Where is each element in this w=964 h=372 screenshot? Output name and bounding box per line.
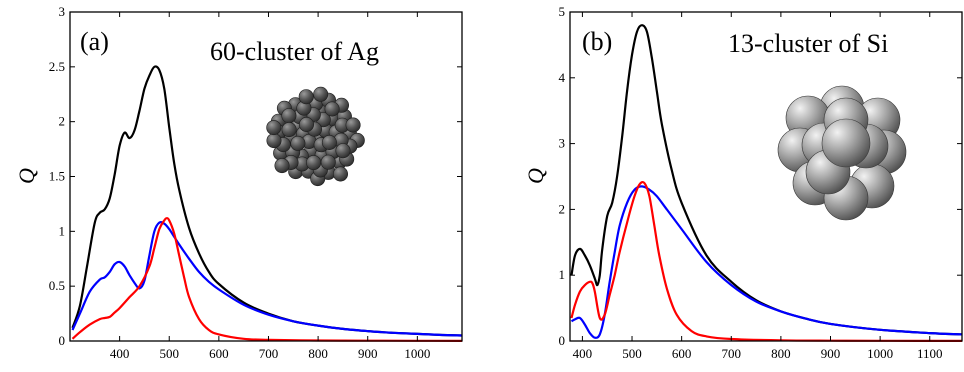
panel-a-series-blue-line xyxy=(71,220,463,337)
panel-b-series-red-line xyxy=(570,180,963,342)
panel-b-x-tick-label: 1100 xyxy=(917,346,943,361)
panel-b-x-tick-label: 400 xyxy=(573,346,593,361)
silver-atom xyxy=(335,143,351,159)
panel-a-x-tick-label: 400 xyxy=(110,346,130,361)
silver-atom xyxy=(298,89,314,105)
silver-atom xyxy=(313,86,329,102)
panel-b-label: (b) xyxy=(582,27,612,56)
silver-atom xyxy=(320,154,336,170)
panel-a-y-tick-label: 0 xyxy=(59,333,66,348)
panel-b-y-tick-label: 3 xyxy=(559,136,566,151)
silver-atom xyxy=(321,135,337,151)
panel-a-y-axis-label: Q xyxy=(14,168,39,184)
panel-b-y-axis-label: Q xyxy=(523,168,548,184)
panel-b-y-tick-label: 0 xyxy=(559,333,566,348)
panel-b-x-tick-label: 800 xyxy=(771,346,791,361)
panel-a-x-tick-label: 700 xyxy=(259,346,279,361)
silver-atom xyxy=(281,108,297,124)
silver-atom xyxy=(290,135,306,151)
silver-atom xyxy=(324,101,340,117)
panel-a-y-tick-label: 1.5 xyxy=(49,169,65,184)
silver-atom xyxy=(266,120,282,136)
panel-a-x-tick-label: 500 xyxy=(159,346,179,361)
panel-b-x-tick-label: 600 xyxy=(672,346,692,361)
panel-a-series-red-line xyxy=(71,217,463,342)
panel-b-title: 13-cluster of Si xyxy=(728,29,888,58)
panel-b-x-tick-label: 1000 xyxy=(867,346,893,361)
silver-atom xyxy=(274,158,290,174)
panel-a-y-tick-label: 2 xyxy=(59,114,66,129)
panel-a-chart: 400 500 600 700 800 900 1000 0 0.5 1 1.5 2 2.5 3 Q (a… xyxy=(14,4,463,361)
panel-a-label: (a) xyxy=(80,27,109,56)
panel-b-series-blue-line xyxy=(570,185,963,339)
panel-a-x-tick-label: 1000 xyxy=(404,346,430,361)
panel-b-x-tick-label: 900 xyxy=(821,346,841,361)
silver-atom xyxy=(306,155,322,171)
panel-b-series-black-line xyxy=(570,24,963,336)
panel-b-y-tick-label: 2 xyxy=(559,201,566,216)
silver-atom xyxy=(266,133,282,149)
silver-atom xyxy=(345,117,361,133)
panel-a-x-tick-label: 900 xyxy=(358,346,378,361)
panel-a-y-tick-label: 2.5 xyxy=(49,59,65,74)
silver-atom xyxy=(298,117,314,133)
silicon-cluster-image xyxy=(777,85,907,221)
panel-b-y-tick-label: 4 xyxy=(559,70,566,85)
panel-b-y-tick-label: 5 xyxy=(559,4,566,19)
panel-b-plot-frame xyxy=(569,11,963,342)
silver-atom xyxy=(281,122,297,138)
panel-b-y-tick-label: 1 xyxy=(559,267,566,282)
panel-b-x-tick-label: 700 xyxy=(722,346,742,361)
panel-a-x-tick-label: 800 xyxy=(308,346,328,361)
silver-atom xyxy=(332,166,348,182)
panel-a-y-tick-label: 1 xyxy=(59,223,66,238)
panel-b-chart: 400 500 600 700 800 900 1000 1100 0 1 2 3 4 5 Q (b) 1… xyxy=(523,4,963,361)
silver-cluster-image xyxy=(266,86,365,187)
panel-a-x-tick-label: 600 xyxy=(209,346,229,361)
panel-a-y-tick-label: 0.5 xyxy=(49,278,65,293)
silicon-atom xyxy=(821,118,871,168)
panel-a-title: 60-cluster of Ag xyxy=(210,37,379,66)
panel-a-y-tick-label: 3 xyxy=(59,4,66,19)
panel-b-x-tick-label: 500 xyxy=(622,346,642,361)
